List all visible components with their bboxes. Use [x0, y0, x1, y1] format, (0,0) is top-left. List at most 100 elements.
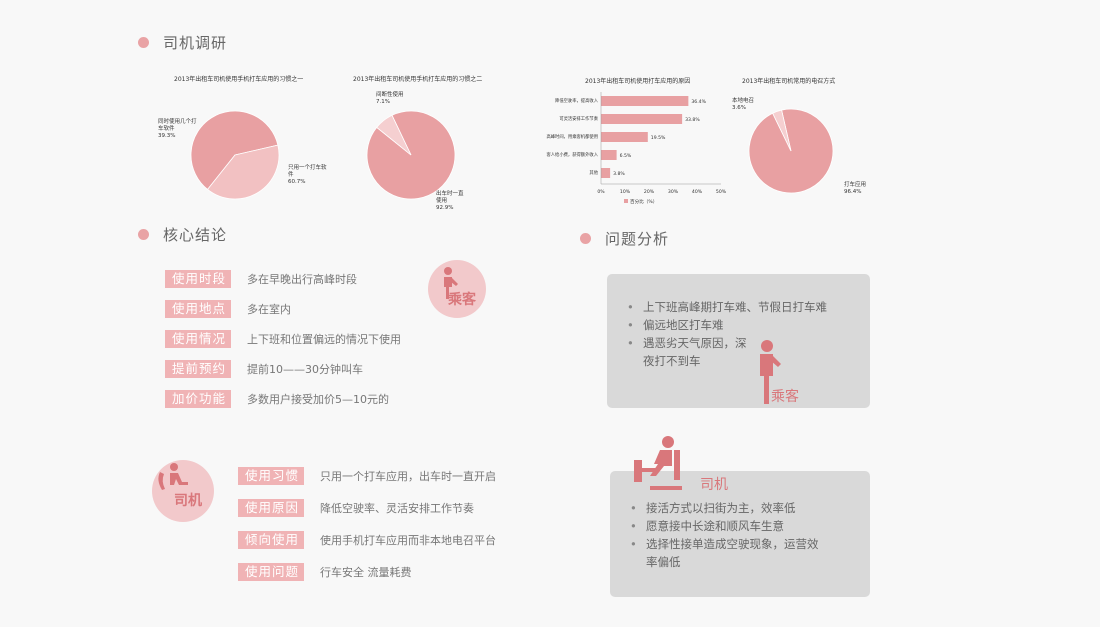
bar-value-label: 6.5%: [620, 153, 632, 159]
conclusion-text: 行车安全 流量耗费: [320, 566, 412, 579]
conclusion-text: 多在室内: [247, 303, 291, 316]
conclusion-row: 使用情况 上下班和位置偏远的情况下使用: [165, 330, 401, 348]
conclusion-tag: 倾向使用: [238, 531, 304, 549]
conclusion-row: 倾向使用 使用手机打车应用而非本地电召平台: [238, 531, 496, 549]
pie-slice: [772, 109, 792, 152]
driver-icon-label: 司机: [174, 493, 202, 509]
passenger-problems-label: 乘客: [771, 389, 799, 405]
conclusion-text: 多数用户接受加价5—10元的: [247, 393, 389, 406]
driver-problems-label: 司机: [700, 477, 728, 493]
conclusion-row: 使用原因 降低空驶率、灵活安排工作节奏: [238, 499, 496, 517]
section-title-text: 司机调研: [163, 34, 228, 52]
conclusion-row: 使用问题 行车安全 流量耗费: [238, 563, 496, 581]
pie-slice: [207, 144, 280, 200]
pie-svg: [190, 110, 280, 200]
steering-driver-icon: [158, 463, 188, 490]
bar: [601, 150, 617, 160]
x-tick-label: 50%: [716, 189, 727, 195]
slice-label-multi-apps: 同时使用几个打车软件 39.3%: [158, 119, 197, 139]
section-title-text: 核心结论: [163, 226, 228, 244]
slice-label-app: 打车应用 96.4%: [844, 182, 867, 195]
bar-svg: 降低空驶率，提高收入 36.4% 可灵活安排工作节奏 33.8% 高峰时间，用乘客机都使…: [546, 92, 727, 205]
pie-slice: [376, 114, 412, 156]
bar-category-label: 高峰时间，用乘客机都使用: [546, 133, 598, 140]
bar: [601, 114, 683, 124]
conclusion-tag: 使用习惯: [238, 467, 304, 485]
problem-item: 接活方式以扫街为主，效率低: [630, 499, 850, 517]
bullet-dot-icon: [138, 229, 149, 240]
legend-swatch: [624, 199, 628, 203]
problem-list: 上下班高峰期打车难、节假日打车难 偏远地区打车难 遇恶劣天气原因，深夜打不到车: [627, 298, 847, 370]
conclusion-tag: 使用时段: [165, 270, 231, 288]
bar-category-label: 客人给小费，获得额外收入: [546, 151, 598, 158]
x-tick-label: 40%: [692, 189, 703, 195]
section-title-core-conclusion: 核心结论: [138, 224, 227, 245]
legend-label: 百分比（%）: [630, 198, 657, 205]
bar-value-label: 3.8%: [613, 171, 625, 177]
conclusion-tag: 加价功能: [165, 390, 231, 408]
conclusion-tag: 使用原因: [238, 499, 304, 517]
x-tick-label: 0%: [597, 189, 605, 195]
bar: [601, 168, 611, 178]
slice-label-intermittent: 间断性使用 7.1%: [376, 92, 404, 105]
section-title-driver-survey: 司机调研: [138, 32, 227, 53]
conclusion-tag: 使用地点: [165, 300, 231, 318]
chart-title: 2013年出租车司机常用的电召方式: [742, 78, 836, 85]
driver-conclusions: 使用习惯 只用一个打车应用，出车时一直开启 使用原因 降低空驶率、灵活安排工作节…: [238, 467, 496, 581]
slice-label-always: 出车时一直使用 92.9%: [436, 191, 464, 211]
pie-svg: [748, 108, 834, 194]
conclusion-tag: 提前预约: [165, 360, 231, 378]
conclusion-row: 使用地点 多在室内: [165, 300, 401, 318]
conclusion-row: 加价功能 多数用户接受加价5—10元的: [165, 390, 401, 408]
x-tick-label: 10%: [620, 189, 631, 195]
bullet-dot-icon: [138, 37, 149, 48]
bar-chart-reasons: 2013年出租车司机使用打车应用的原因 降低空驶率，提高收入 36.4% 可灵活安排…: [535, 70, 735, 215]
problem-item: 选择性接单造成空驶现象，运营效率偏低: [630, 535, 821, 571]
passenger-icon: 乘客: [428, 260, 486, 318]
bar: [601, 96, 689, 106]
driver-icon: 司机: [152, 460, 214, 522]
conclusion-tag: 使用问题: [238, 563, 304, 581]
bar-category-label: 其他: [589, 169, 598, 176]
problem-item: 遇恶劣天气原因，深夜打不到车: [627, 334, 753, 370]
person-standing-icon: [760, 340, 781, 404]
passenger-icon-label: 乘客: [448, 292, 476, 308]
chart-title: 2013年出租车司机使用手机打车应用的习惯之二: [353, 76, 483, 83]
conclusion-row: 提前预约 提前10——30分钟叫车: [165, 360, 401, 378]
conclusion-text: 上下班和位置偏远的情况下使用: [247, 333, 401, 346]
slice-label-single-app: 只用一个打车软件 60.7%: [288, 165, 327, 185]
conclusion-text: 多在早晚出行高峰时段: [247, 273, 357, 286]
x-tick-label: 20%: [644, 189, 655, 195]
pie-chart-habit-1: 2013年出租车司机使用手机打车应用的习惯之一 同时使用几个打车软件 39.3% …: [150, 70, 350, 220]
pie-chart-habit-2: 2013年出租车司机使用手机打车应用的习惯之二 间断性使用 7.1% 出车时一直使…: [350, 70, 550, 220]
bar-value-label: 33.8%: [685, 117, 700, 123]
problem-item: 上下班高峰期打车难、节假日打车难: [627, 298, 847, 316]
conclusion-row: 使用习惯 只用一个打车应用，出车时一直开启: [238, 467, 496, 485]
problem-item: 愿意接中长途和顺风车生意: [630, 517, 850, 535]
bar-category-label: 降低空驶率，提高收入: [555, 97, 599, 104]
pie-chart-dispatch: 2013年出租车司机常用的电召方式 本地电召 3.6% 打车应用 96.4%: [730, 70, 870, 215]
conclusion-row: 使用时段 多在早晚出行高峰时段: [165, 270, 401, 288]
passenger-conclusions: 使用时段 多在早晚出行高峰时段 使用地点 多在室内 使用情况 上下班和位置偏远的…: [165, 270, 401, 408]
bar-value-label: 36.4%: [691, 99, 706, 105]
problem-item: 偏远地区打车难: [627, 316, 847, 334]
person-standing-icon: [444, 267, 458, 299]
slice-label-local: 本地电召 3.6%: [732, 98, 755, 111]
driver-seated-icon: [634, 436, 682, 490]
x-tick-label: 30%: [668, 189, 679, 195]
bar: [601, 132, 648, 142]
section-title-text: 问题分析: [605, 230, 670, 248]
chart-title: 2013年出租车司机使用打车应用的原因: [585, 78, 691, 85]
problem-list: 接活方式以扫街为主，效率低 愿意接中长途和顺风车生意 选择性接单造成空驶现象，运…: [630, 499, 850, 571]
conclusion-text: 只用一个打车应用，出车时一直开启: [320, 470, 496, 483]
pie-svg: [366, 110, 456, 200]
chart-title: 2013年出租车司机使用手机打车应用的习惯之一: [174, 76, 304, 83]
pie-slice: [190, 110, 279, 190]
bar-category-label: 可灵活安排工作节奏: [559, 115, 598, 122]
bullet-dot-icon: [580, 233, 591, 244]
bar-value-label: 19.5%: [651, 135, 666, 141]
conclusion-text: 使用手机打车应用而非本地电召平台: [320, 534, 496, 547]
section-title-problem-analysis: 问题分析: [580, 228, 669, 249]
conclusion-tag: 使用情况: [165, 330, 231, 348]
driver-problems-box: 接活方式以扫街为主，效率低 愿意接中长途和顺风车生意 选择性接单造成空驶现象，运…: [610, 471, 870, 597]
